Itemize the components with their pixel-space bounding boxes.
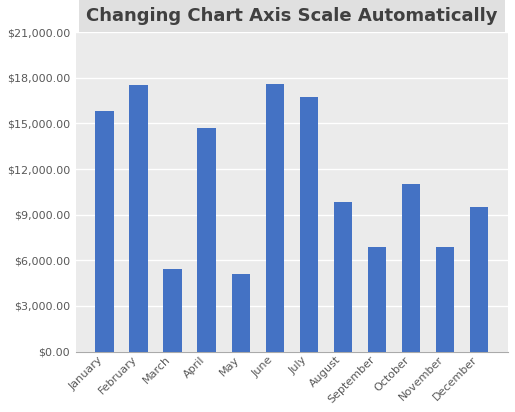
Bar [129,85,148,351]
Bar [266,84,284,351]
Bar [334,202,352,351]
Bar [436,247,454,351]
Bar [300,98,318,351]
Bar [232,274,250,351]
Title: Changing Chart Axis Scale Automatically: Changing Chart Axis Scale Automatically [86,7,497,25]
Bar [95,111,114,351]
Bar [402,184,420,351]
Bar [470,207,488,351]
Bar [368,247,386,351]
Bar [197,128,216,351]
Bar [163,269,182,351]
